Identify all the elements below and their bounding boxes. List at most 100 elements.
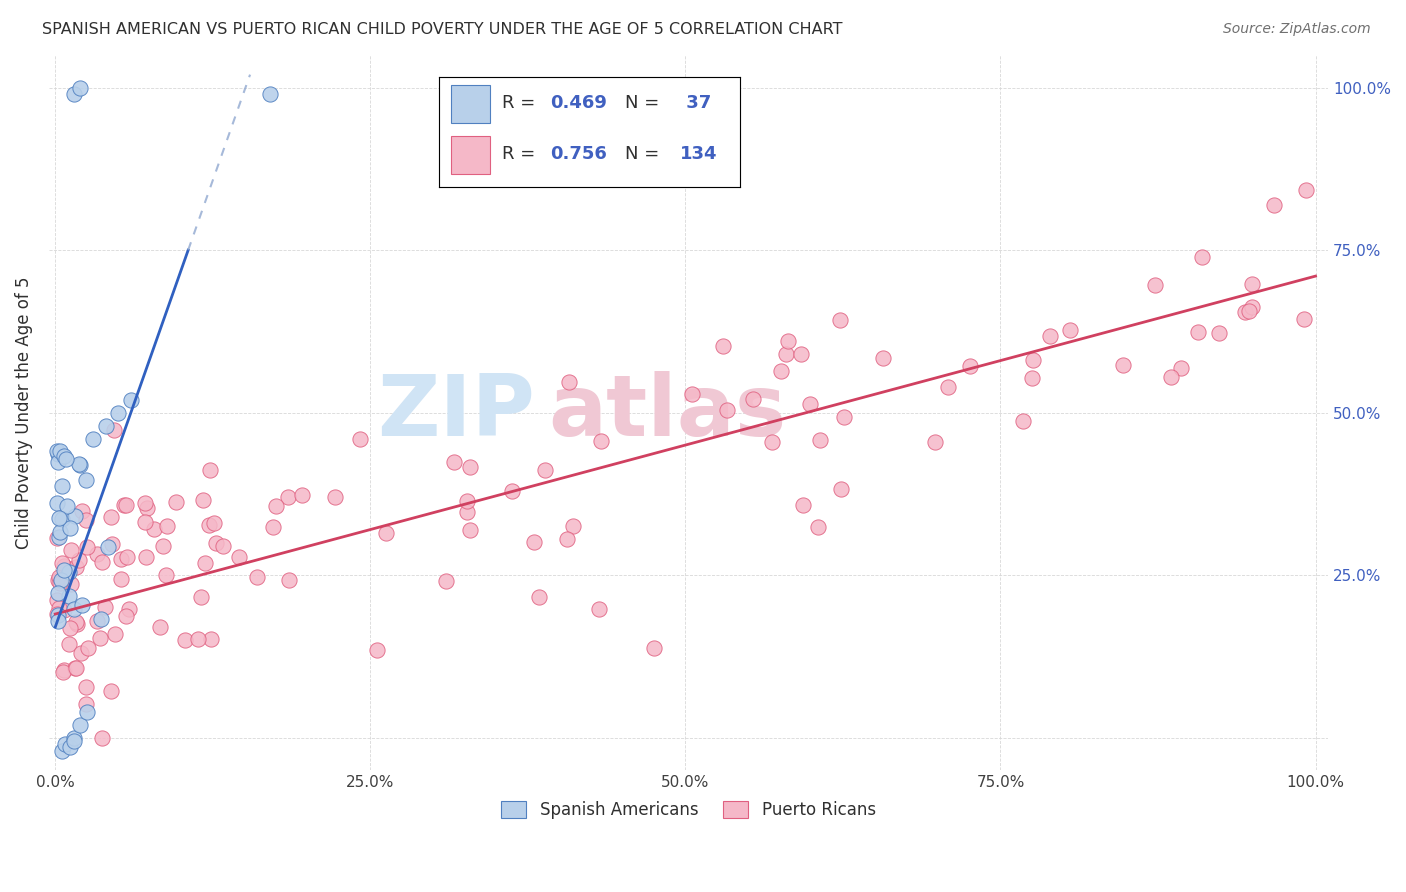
Point <box>204 536 226 550</box>
Legend: Spanish Americans, Puerto Ricans: Spanish Americans, Puerto Ricans <box>495 795 883 826</box>
Point <box>212 539 235 553</box>
Point <box>75 513 97 527</box>
Point <box>67 553 90 567</box>
Point <box>228 550 250 565</box>
Point <box>76 705 98 719</box>
Point <box>1011 414 1033 428</box>
Point <box>742 392 765 406</box>
Point <box>75 697 97 711</box>
Point <box>46 574 69 588</box>
Point <box>69 458 91 472</box>
Point <box>443 455 465 469</box>
Point <box>456 494 478 508</box>
Point <box>458 459 481 474</box>
Point <box>86 614 108 628</box>
Point <box>799 397 821 411</box>
Point <box>48 511 70 525</box>
Point <box>194 556 217 570</box>
Point <box>807 520 830 534</box>
Point <box>45 444 67 458</box>
Point <box>501 483 523 498</box>
Point <box>63 733 86 747</box>
Point <box>810 434 832 448</box>
Point <box>959 359 981 373</box>
Point <box>460 524 482 538</box>
Point <box>135 500 157 515</box>
Point <box>103 423 125 437</box>
Point <box>49 525 72 540</box>
Point <box>72 503 94 517</box>
Point <box>51 665 73 679</box>
Point <box>112 498 135 512</box>
Point <box>51 512 73 526</box>
Point <box>48 570 70 584</box>
Point <box>135 550 157 565</box>
Point <box>59 740 82 755</box>
Point <box>1295 183 1317 197</box>
Point <box>187 632 209 647</box>
Point <box>832 409 855 424</box>
Point <box>115 549 138 564</box>
Point <box>1021 352 1043 367</box>
Point <box>72 598 94 612</box>
Point <box>1208 326 1230 340</box>
Point <box>90 555 112 569</box>
Point <box>110 572 132 586</box>
Point <box>527 591 550 605</box>
Point <box>277 573 299 587</box>
Point <box>45 607 67 621</box>
Point <box>156 518 179 533</box>
Point <box>59 543 82 558</box>
Point <box>266 499 288 513</box>
Point <box>1112 358 1135 372</box>
Point <box>114 498 136 512</box>
Point <box>1233 305 1256 319</box>
Point <box>58 589 80 603</box>
Point <box>46 454 69 468</box>
Point <box>89 631 111 645</box>
Point <box>63 602 86 616</box>
Point <box>46 614 69 628</box>
Point <box>681 386 703 401</box>
Point <box>523 534 546 549</box>
Point <box>76 540 98 554</box>
Point <box>588 601 610 615</box>
Point <box>115 609 138 624</box>
Point <box>1237 304 1260 318</box>
Point <box>82 432 104 446</box>
Point <box>67 457 90 471</box>
Point <box>120 392 142 407</box>
Point <box>110 552 132 566</box>
Point <box>45 495 67 509</box>
Point <box>366 643 388 657</box>
Point <box>173 632 195 647</box>
Point <box>48 600 70 615</box>
Point <box>198 517 221 532</box>
Point <box>1241 277 1264 291</box>
Point <box>51 743 73 757</box>
Point <box>66 617 89 632</box>
Point <box>69 80 91 95</box>
Point <box>53 737 76 751</box>
Point <box>200 632 222 646</box>
Point <box>1263 197 1285 211</box>
Y-axis label: Child Poverty Under the Age of 5: Child Poverty Under the Age of 5 <box>15 277 32 549</box>
Point <box>1021 371 1043 385</box>
Point <box>55 452 77 467</box>
Point <box>49 573 72 587</box>
Point <box>349 432 371 446</box>
Point <box>775 347 797 361</box>
Point <box>562 519 585 533</box>
Point <box>711 339 734 353</box>
Point <box>104 626 127 640</box>
Point <box>1039 329 1062 343</box>
Point <box>65 661 87 675</box>
Point <box>134 515 156 529</box>
Point <box>716 403 738 417</box>
Point <box>190 590 212 604</box>
Point <box>48 575 70 590</box>
Point <box>86 547 108 561</box>
Point <box>101 537 124 551</box>
Point <box>769 364 792 378</box>
Point <box>277 490 299 504</box>
